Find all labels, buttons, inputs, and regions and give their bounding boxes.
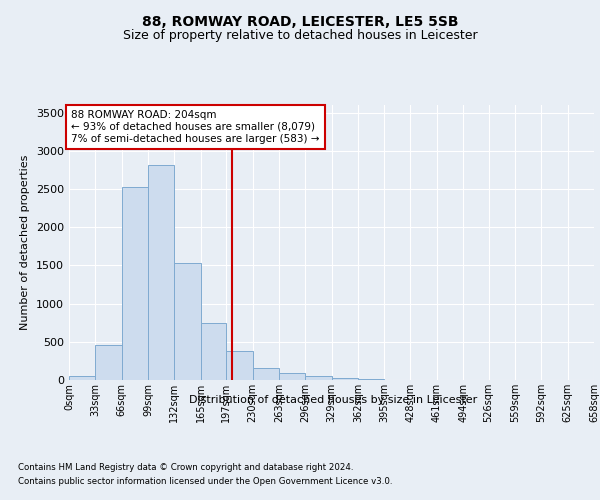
Bar [226, 351, 253, 380]
Text: Size of property relative to detached houses in Leicester: Size of property relative to detached ho… [122, 29, 478, 42]
Bar [305, 376, 331, 380]
Bar [95, 345, 122, 380]
Bar [200, 322, 226, 380]
Bar [358, 379, 384, 380]
Bar [331, 378, 358, 380]
Bar [279, 373, 305, 380]
Text: 88 ROMWAY ROAD: 204sqm
← 93% of detached houses are smaller (8,079)
7% of semi-d: 88 ROMWAY ROAD: 204sqm ← 93% of detached… [71, 110, 320, 144]
Text: Contains public sector information licensed under the Open Government Licence v3: Contains public sector information licen… [18, 478, 392, 486]
Bar [253, 368, 279, 380]
Bar [148, 164, 175, 380]
Text: 88, ROMWAY ROAD, LEICESTER, LE5 5SB: 88, ROMWAY ROAD, LEICESTER, LE5 5SB [142, 15, 458, 29]
Bar [122, 186, 148, 380]
Y-axis label: Number of detached properties: Number of detached properties [20, 155, 31, 330]
Bar [175, 263, 200, 380]
Bar [69, 376, 95, 380]
Text: Distribution of detached houses by size in Leicester: Distribution of detached houses by size … [189, 395, 477, 405]
Text: Contains HM Land Registry data © Crown copyright and database right 2024.: Contains HM Land Registry data © Crown c… [18, 462, 353, 471]
